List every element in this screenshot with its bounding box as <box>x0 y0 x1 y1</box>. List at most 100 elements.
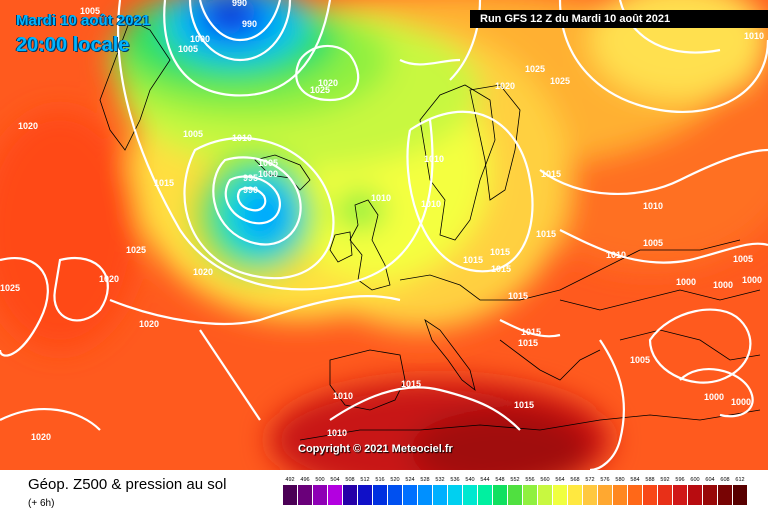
legend-footer: Géop. Z500 & pression au sol (+ 6h) 492 4… <box>0 470 768 512</box>
isobar-label: 1000 <box>742 275 762 285</box>
isobar-label: 1000 <box>190 34 210 44</box>
scale-swatch <box>508 485 522 505</box>
isobars <box>0 0 768 470</box>
isobar-label: 1025 <box>0 283 20 293</box>
geopotential-field <box>0 0 768 470</box>
isobar-label: 1020 <box>318 78 338 88</box>
isobar-label: 1015 <box>401 379 421 389</box>
scale-label: 512 <box>360 477 369 483</box>
scale-swatch <box>403 485 417 505</box>
scale-swatch <box>718 485 732 505</box>
scale-label: 504 <box>330 477 339 483</box>
isobar-label: 1015 <box>521 327 541 337</box>
scale-swatch <box>598 485 612 505</box>
scale-swatch <box>583 485 597 505</box>
forecast-date-title: Mardi 10 août 2021 <box>16 12 151 29</box>
scale-label: 552 <box>510 477 519 483</box>
scale-label: 568 <box>570 477 579 483</box>
isobar-label: 990 <box>243 185 258 195</box>
isobar-label: 1000 <box>731 397 751 407</box>
scale-label: 520 <box>390 477 399 483</box>
color-scale: 492 496 500 504 508 512 516 520 524 528 532 536 540 5… <box>283 477 747 505</box>
isobar-label: 1025 <box>550 76 570 86</box>
isobar-label: 1010 <box>643 201 663 211</box>
isobar-label: 1020 <box>31 432 51 442</box>
scale-swatch <box>433 485 447 505</box>
scale-swatch <box>658 485 672 505</box>
scale-swatch <box>643 485 657 505</box>
scale-label: 608 <box>720 477 729 483</box>
scale-swatch <box>313 485 327 505</box>
scale-swatch <box>478 485 492 505</box>
scale-label: 496 <box>300 477 309 483</box>
isobar-label: 1020 <box>99 274 119 284</box>
scale-swatch <box>343 485 357 505</box>
scale-label: 596 <box>675 477 684 483</box>
scale-label: 564 <box>555 477 564 483</box>
copyright-text: Copyright © 2021 Meteociel.fr <box>298 443 453 455</box>
scale-swatch <box>733 485 747 505</box>
scale-label: 612 <box>735 477 744 483</box>
scale-label: 544 <box>480 477 489 483</box>
isobar-label: 1010 <box>744 31 764 41</box>
isobar-label: 1000 <box>676 277 696 287</box>
scale-swatch <box>523 485 537 505</box>
scale-label: 572 <box>585 477 594 483</box>
weather-map: 990 990 1005 1000 1005 1020 1025 1025 10… <box>0 0 768 470</box>
scale-swatch <box>388 485 402 505</box>
isobar-label: 1015 <box>541 169 561 179</box>
scale-label: 532 <box>435 477 444 483</box>
isobar-label: 990 <box>242 19 257 29</box>
scale-swatch <box>448 485 462 505</box>
isobar-label: 1000 <box>713 280 733 290</box>
scale-swatch <box>553 485 567 505</box>
scale-swatch <box>568 485 582 505</box>
scale-label: 500 <box>315 477 324 483</box>
isobar-label: 1020 <box>18 121 38 131</box>
isobar-label: 995 <box>243 173 258 183</box>
coastlines <box>99 19 761 441</box>
isobar-label: 1020 <box>495 81 515 91</box>
scale-swatch <box>358 485 372 505</box>
isobar-label: 1005 <box>183 129 203 139</box>
scale-label: 576 <box>600 477 609 483</box>
isobar-label: 1000 <box>258 169 278 179</box>
scale-swatch <box>418 485 432 505</box>
forecast-local-time: 20:00 locale <box>16 34 130 56</box>
scale-label: 560 <box>540 477 549 483</box>
isobar-label: 1015 <box>463 255 483 265</box>
isobar-label: 1020 <box>139 319 159 329</box>
isobar-label: 1025 <box>126 245 146 255</box>
scale-swatch <box>613 485 627 505</box>
isobar-label: 1005 <box>258 158 278 168</box>
scale-swatch <box>538 485 552 505</box>
scale-label: 524 <box>405 477 414 483</box>
isobar-label: 1025 <box>310 85 330 95</box>
isobar-label: 1010 <box>333 391 353 401</box>
scale-label: 600 <box>690 477 699 483</box>
scale-swatch <box>688 485 702 505</box>
scale-label: 592 <box>660 477 669 483</box>
isobar-label: 1010 <box>232 133 252 143</box>
isobar-label: 990 <box>232 0 247 8</box>
scale-swatch <box>328 485 342 505</box>
isobar-label: 1015 <box>154 178 174 188</box>
scale-label: 516 <box>375 477 384 483</box>
scale-label: 580 <box>615 477 624 483</box>
forecast-lead-time: (+ 6h) <box>28 498 55 509</box>
isobar-label: 1020 <box>193 267 213 277</box>
scale-swatch <box>673 485 687 505</box>
scale-swatch <box>463 485 477 505</box>
scale-label: 540 <box>465 477 474 483</box>
isobar-label: 1000 <box>704 392 724 402</box>
isobar-label: 1015 <box>490 247 510 257</box>
isobar-label: 1005 <box>643 238 663 248</box>
isobar-label: 1010 <box>327 428 347 438</box>
isobar-label: 1005 <box>733 254 753 264</box>
scale-swatch <box>373 485 387 505</box>
scale-label: 584 <box>630 477 639 483</box>
scale-label: 528 <box>420 477 429 483</box>
scale-label: 492 <box>285 477 294 483</box>
scale-label: 508 <box>345 477 354 483</box>
